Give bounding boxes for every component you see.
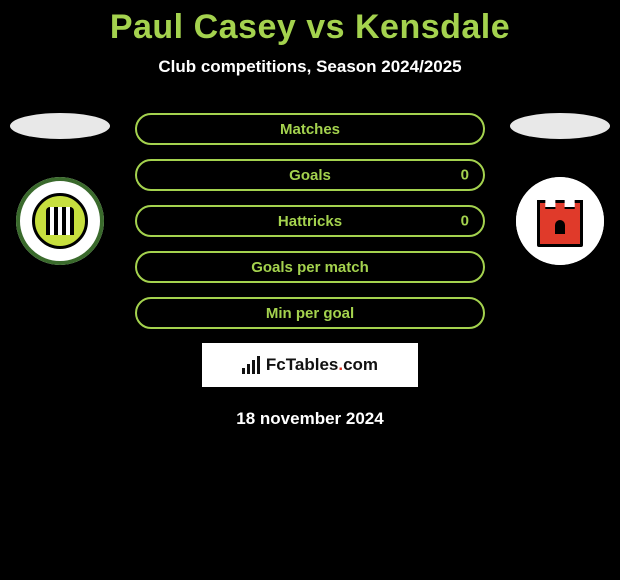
brand-text: FcTables.com — [266, 355, 378, 375]
brand-tld: com — [343, 355, 378, 374]
fgr-crest-icon — [16, 177, 104, 265]
stat-bar: Goals 0 — [135, 159, 485, 191]
stat-label: Hattricks — [278, 213, 342, 230]
date: 18 november 2024 — [0, 409, 620, 429]
stat-label: Goals — [289, 167, 331, 184]
stat-label: Min per goal — [266, 305, 354, 322]
stat-label: Goals per match — [251, 259, 369, 276]
stat-value-right: 0 — [461, 167, 469, 184]
comparison-content: Matches Goals 0 Hattricks 0 Goals per match Mi… — [0, 113, 620, 429]
brand-chart-icon — [242, 356, 260, 374]
stat-bar: Matches — [135, 113, 485, 145]
platform-right — [510, 113, 610, 139]
club-badge-right — [516, 177, 604, 265]
brand-name: FcTables — [266, 355, 338, 374]
stat-bars: Matches Goals 0 Hattricks 0 Goals per match Mi… — [135, 113, 485, 329]
page-title: Paul Casey vs Kensdale — [0, 0, 620, 47]
stat-label: Matches — [280, 121, 340, 138]
tower-crest-icon — [516, 177, 604, 265]
club-badge-left — [16, 177, 104, 265]
subtitle: Club competitions, Season 2024/2025 — [0, 57, 620, 77]
stat-bar: Goals per match — [135, 251, 485, 283]
brand-box: FcTables.com — [202, 343, 418, 387]
platform-left — [10, 113, 110, 139]
stat-bar: Min per goal — [135, 297, 485, 329]
stat-value-right: 0 — [461, 213, 469, 230]
stat-bar: Hattricks 0 — [135, 205, 485, 237]
